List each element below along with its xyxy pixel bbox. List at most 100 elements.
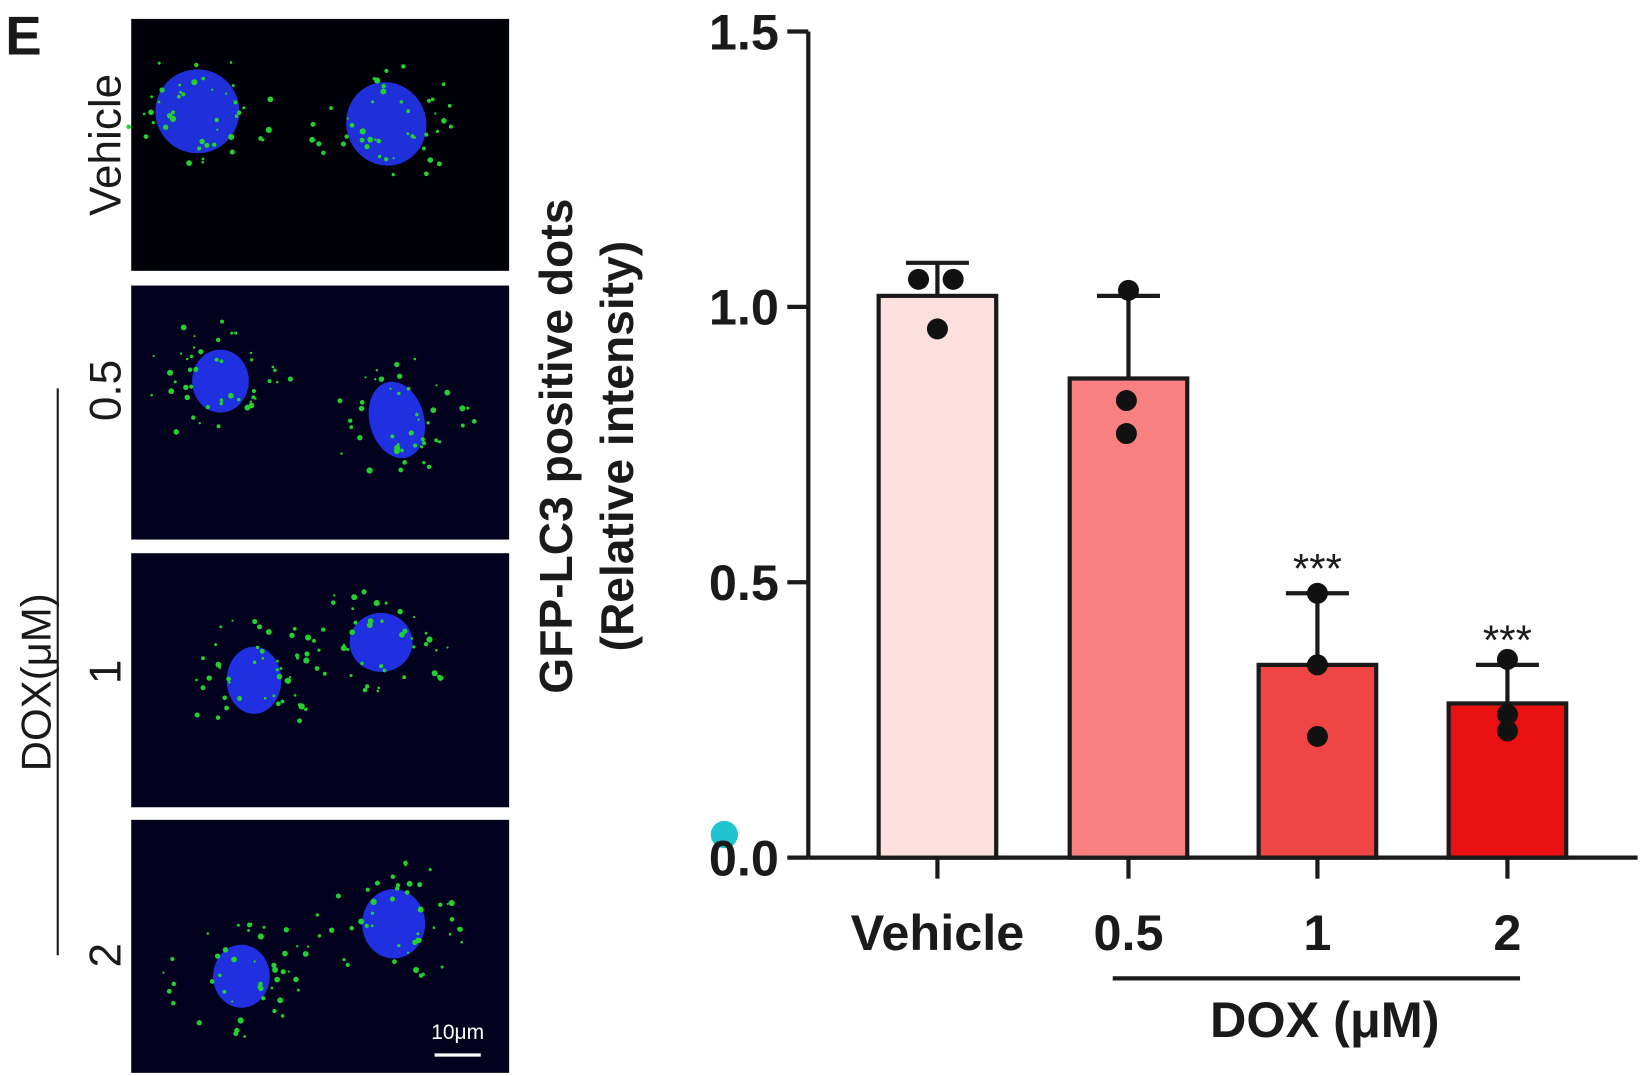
puncta <box>366 622 373 629</box>
puncta <box>267 379 272 384</box>
puncta <box>408 430 414 436</box>
puncta <box>294 653 300 658</box>
puncta <box>413 443 418 448</box>
puncta <box>304 707 308 712</box>
puncta <box>249 922 253 926</box>
puncta <box>275 701 281 707</box>
puncta <box>219 359 224 364</box>
puncta <box>359 399 365 405</box>
puncta <box>349 925 354 931</box>
puncta <box>280 969 286 975</box>
puncta <box>361 589 367 595</box>
puncta <box>317 648 321 652</box>
puncta <box>143 134 149 140</box>
puncta <box>321 150 326 156</box>
puncta <box>150 393 153 397</box>
puncta <box>151 121 155 125</box>
puncta <box>412 615 416 619</box>
puncta <box>271 365 275 369</box>
puncta <box>201 160 205 164</box>
bar <box>1256 662 1379 860</box>
puncta <box>201 656 205 661</box>
row-label: 0.5 <box>82 360 131 421</box>
puncta <box>194 62 199 68</box>
micrographs: 10μm <box>56 18 510 1073</box>
puncta <box>193 335 196 338</box>
puncta <box>250 358 254 362</box>
puncta <box>258 981 263 987</box>
puncta <box>297 718 303 724</box>
puncta <box>399 100 404 104</box>
puncta <box>216 424 221 429</box>
bar <box>1446 701 1569 860</box>
puncta <box>333 594 336 597</box>
significance: *** <box>1483 616 1532 663</box>
puncta <box>277 997 284 1004</box>
puncta <box>415 412 419 417</box>
puncta <box>348 418 353 423</box>
puncta <box>392 157 395 160</box>
puncta <box>309 136 316 143</box>
puncta <box>225 92 228 95</box>
puncta <box>376 689 380 693</box>
puncta <box>219 398 224 402</box>
puncta <box>249 400 253 404</box>
puncta <box>229 61 233 64</box>
puncta <box>423 171 429 177</box>
significance: *** <box>1293 545 1342 592</box>
nucleus <box>155 69 240 154</box>
puncta <box>285 677 292 684</box>
puncta <box>194 712 200 718</box>
puncta <box>364 923 369 928</box>
puncta <box>416 932 420 936</box>
puncta <box>168 388 175 395</box>
puncta <box>261 996 266 1001</box>
puncta <box>342 957 346 962</box>
puncta <box>406 951 410 955</box>
puncta <box>460 940 464 944</box>
puncta <box>211 88 214 91</box>
puncta <box>328 927 335 933</box>
puncta <box>346 647 350 652</box>
puncta <box>376 138 382 144</box>
puncta <box>378 376 385 382</box>
puncta <box>303 657 310 664</box>
puncta <box>170 110 175 115</box>
data-point <box>1115 390 1137 412</box>
puncta <box>374 138 377 141</box>
puncta <box>373 600 380 607</box>
puncta <box>234 331 238 335</box>
puncta <box>197 146 202 151</box>
data-point <box>1496 648 1518 670</box>
puncta <box>434 112 437 115</box>
puncta <box>216 128 219 131</box>
puncta <box>159 87 165 93</box>
puncta <box>228 681 231 684</box>
puncta <box>257 624 263 630</box>
puncta <box>310 121 316 127</box>
bar <box>1067 376 1190 860</box>
puncta <box>231 84 235 88</box>
puncta <box>206 932 210 935</box>
puncta <box>148 109 154 116</box>
puncta <box>397 391 401 396</box>
puncta <box>366 467 373 474</box>
puncta <box>394 361 400 368</box>
puncta <box>253 960 256 963</box>
group-label: DOX(μM) <box>12 593 59 771</box>
y-tick-label: 0.0 <box>709 829 779 886</box>
puncta <box>166 988 172 994</box>
puncta <box>406 132 410 136</box>
puncta <box>446 902 449 906</box>
puncta <box>166 369 174 376</box>
puncta <box>314 666 320 671</box>
puncta <box>435 129 440 134</box>
puncta <box>342 643 346 646</box>
puncta <box>193 366 199 372</box>
puncta <box>249 351 253 355</box>
puncta <box>200 685 206 691</box>
puncta <box>296 945 299 948</box>
puncta <box>315 913 319 917</box>
scale-bar-label: 10μm <box>431 1021 484 1044</box>
puncta <box>448 124 453 129</box>
